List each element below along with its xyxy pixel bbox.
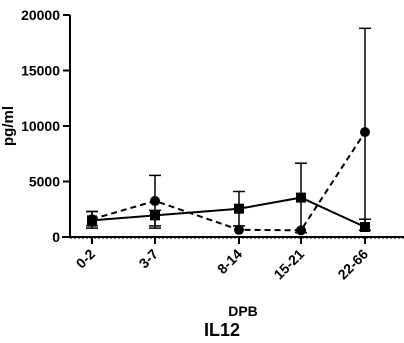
series-line — [91, 131, 366, 232]
y-tick-label: 0 — [52, 229, 60, 245]
x-tick-label: 0-2 — [72, 246, 98, 272]
data-point-circle — [150, 195, 160, 206]
y-tick-label: 20000 — [21, 7, 60, 23]
y-axis-ticks: 0 5000 10000 15000 20000 — [21, 7, 70, 245]
data-point-circle — [360, 127, 370, 138]
x-axis-label: DPB — [228, 303, 258, 319]
chart-title: IL12 — [204, 320, 240, 340]
data-point-square — [296, 192, 306, 203]
x-tick-label: 22-66 — [334, 246, 371, 283]
series-line — [91, 196, 366, 228]
y-tick-label: 15000 — [21, 63, 60, 79]
y-axis-label: pg/ml — [0, 106, 17, 146]
data-point-circle — [87, 214, 97, 225]
data-point-circle — [296, 225, 306, 236]
series-1 — [86, 162, 371, 234]
y-tick-label: 5000 — [29, 174, 60, 190]
series-2 — [86, 27, 371, 236]
x-axis-ticks: 0-2 3-7 8-14 15-21 22-66 — [72, 237, 371, 282]
data-point-circle — [234, 224, 244, 235]
x-tick-label: 15-21 — [270, 246, 307, 283]
series-layer — [86, 27, 371, 236]
y-tick-label: 10000 — [21, 118, 60, 134]
x-tick-label: 3-7 — [135, 246, 161, 272]
x-tick-label: 8-14 — [214, 246, 245, 277]
data-point-square — [234, 203, 244, 214]
